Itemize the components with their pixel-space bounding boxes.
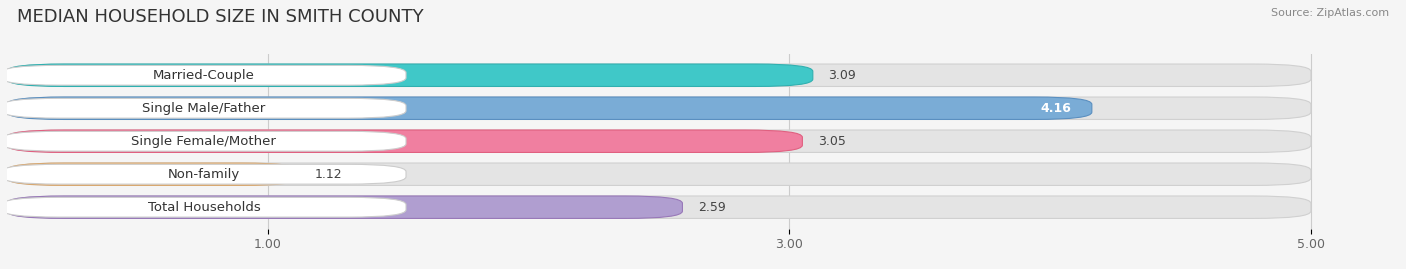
- Text: 2.59: 2.59: [697, 201, 725, 214]
- FancyBboxPatch shape: [1, 197, 406, 217]
- Text: 3.05: 3.05: [818, 135, 846, 148]
- FancyBboxPatch shape: [7, 130, 1310, 153]
- FancyBboxPatch shape: [7, 130, 803, 153]
- FancyBboxPatch shape: [7, 163, 299, 185]
- FancyBboxPatch shape: [7, 196, 1310, 218]
- FancyBboxPatch shape: [7, 64, 1310, 86]
- FancyBboxPatch shape: [7, 97, 1092, 119]
- Text: 4.16: 4.16: [1040, 102, 1071, 115]
- FancyBboxPatch shape: [7, 163, 1310, 185]
- FancyBboxPatch shape: [7, 97, 1310, 119]
- Text: 1.12: 1.12: [315, 168, 343, 181]
- Text: Single Female/Mother: Single Female/Mother: [132, 135, 277, 148]
- Text: Single Male/Father: Single Male/Father: [142, 102, 266, 115]
- FancyBboxPatch shape: [1, 98, 406, 118]
- Text: MEDIAN HOUSEHOLD SIZE IN SMITH COUNTY: MEDIAN HOUSEHOLD SIZE IN SMITH COUNTY: [17, 8, 423, 26]
- FancyBboxPatch shape: [1, 164, 406, 184]
- Text: Married-Couple: Married-Couple: [153, 69, 254, 82]
- FancyBboxPatch shape: [7, 64, 813, 86]
- FancyBboxPatch shape: [1, 131, 406, 151]
- FancyBboxPatch shape: [1, 65, 406, 85]
- Text: Total Households: Total Households: [148, 201, 260, 214]
- FancyBboxPatch shape: [7, 196, 682, 218]
- Text: Non-family: Non-family: [167, 168, 240, 181]
- Text: 3.09: 3.09: [828, 69, 856, 82]
- Text: Source: ZipAtlas.com: Source: ZipAtlas.com: [1271, 8, 1389, 18]
